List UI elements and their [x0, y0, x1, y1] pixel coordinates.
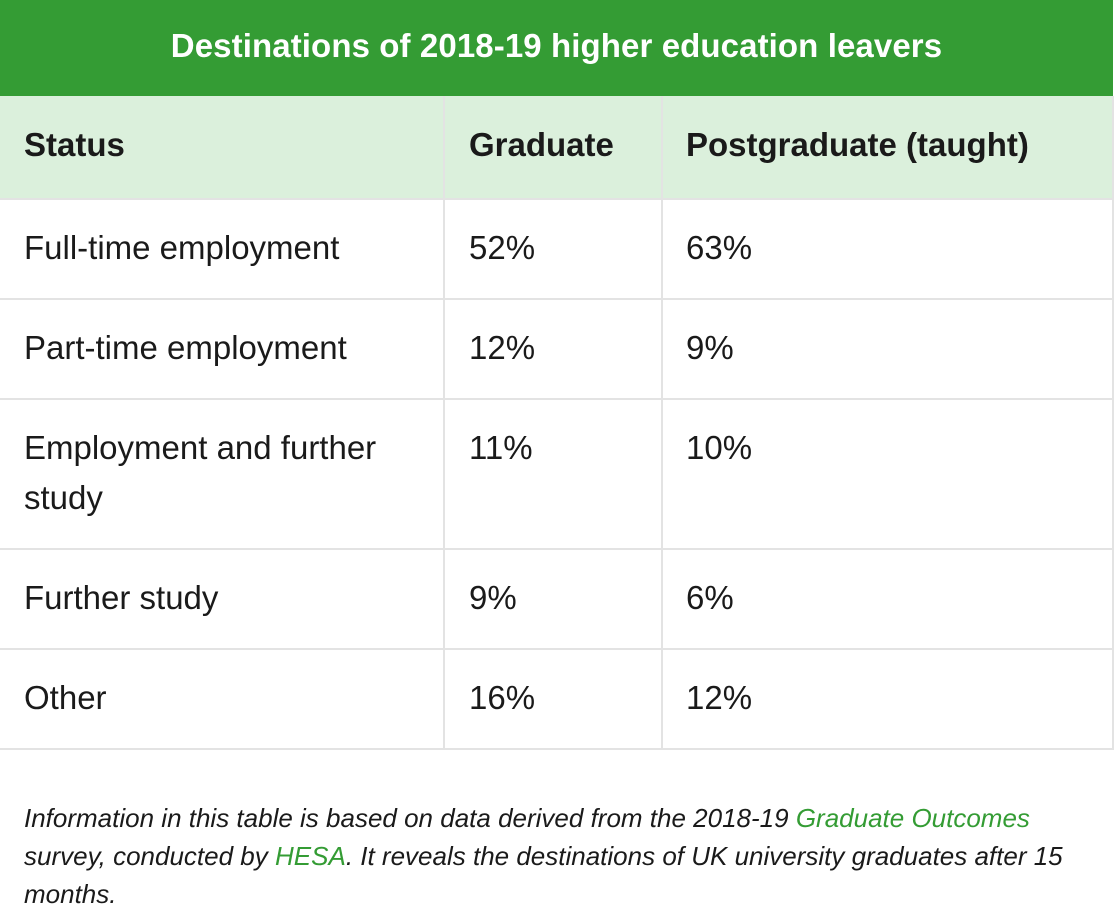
graduate-cell: 12%	[443, 298, 663, 400]
note-text: survey, conducted by	[24, 841, 275, 871]
table-row: Employment and further study 11% 10%	[0, 398, 1114, 550]
graduate-cell: 11%	[443, 398, 663, 550]
postgraduate-cell: 10%	[661, 398, 1114, 550]
header-row: Status Graduate Postgraduate (taught)	[0, 96, 1114, 200]
table-row: Other 16% 12%	[0, 648, 1114, 750]
graduate-cell: 16%	[443, 648, 663, 750]
table-body: Full-time employment 52% 63% Part-time e…	[0, 198, 1114, 750]
postgraduate-cell: 63%	[661, 198, 1114, 300]
hesa-link[interactable]: HESA	[275, 841, 346, 871]
destinations-table: Status Graduate Postgraduate (taught) Fu…	[0, 96, 1114, 750]
graduate-cell: 52%	[443, 198, 663, 300]
status-cell: Further study	[0, 548, 445, 650]
table-title: Destinations of 2018-19 higher education…	[0, 0, 1113, 96]
column-header-graduate: Graduate	[443, 96, 663, 200]
table-source-note: Information in this table is based on da…	[0, 776, 1113, 913]
graduate-outcomes-link[interactable]: Graduate Outcomes	[795, 803, 1030, 833]
postgraduate-cell: 12%	[661, 648, 1114, 750]
table-header: Status Graduate Postgraduate (taught)	[0, 96, 1114, 200]
table-row: Part-time employment 12% 9%	[0, 298, 1114, 400]
note-text: Information in this table is based on da…	[24, 803, 796, 833]
status-cell: Part-time employment	[0, 298, 445, 400]
table-row: Further study 9% 6%	[0, 548, 1114, 650]
postgraduate-cell: 9%	[661, 298, 1114, 400]
status-cell: Employment and further study	[0, 398, 445, 550]
table-row: Full-time employment 52% 63%	[0, 198, 1114, 300]
column-header-status: Status	[0, 96, 445, 200]
postgraduate-cell: 6%	[661, 548, 1114, 650]
graduate-cell: 9%	[443, 548, 663, 650]
status-cell: Full-time employment	[0, 198, 445, 300]
note-text: . It reveals the destinations of UK univ…	[24, 841, 1063, 909]
column-header-postgraduate: Postgraduate (taught)	[661, 96, 1114, 200]
status-cell: Other	[0, 648, 445, 750]
